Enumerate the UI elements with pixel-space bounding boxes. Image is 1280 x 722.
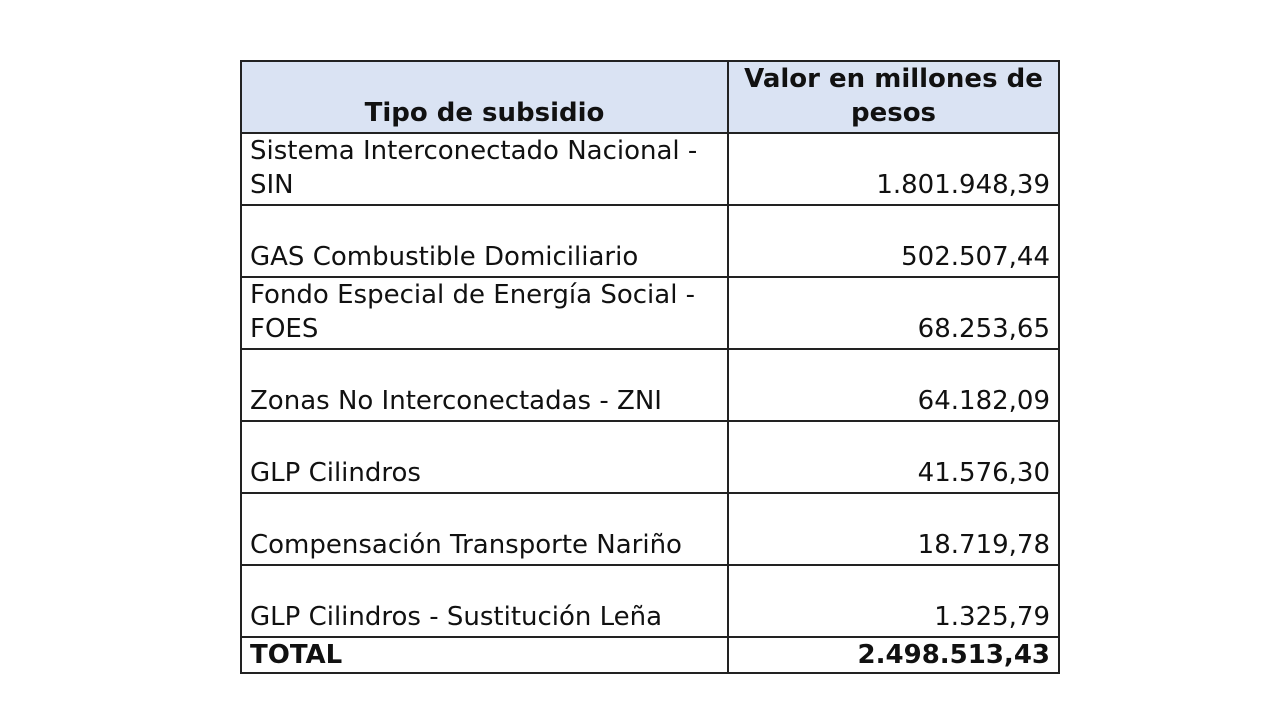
subsidy-name: GLP Cilindros - Sustitución Leña xyxy=(240,564,729,638)
table-row: GLP Cilindros 41.576,30 xyxy=(240,420,1060,494)
subsidy-name: GLP Cilindros xyxy=(240,420,729,494)
subsidy-value: 1.801.948,39 xyxy=(727,132,1060,206)
subsidy-value: 68.253,65 xyxy=(727,276,1060,350)
subsidy-value: 1.325,79 xyxy=(727,564,1060,638)
table-row: Fondo Especial de Energía Social - FOES 6… xyxy=(240,276,1060,350)
header-row: Tipo de subsidio Valor en millones de pe… xyxy=(240,60,1060,134)
subsidy-value: 502.507,44 xyxy=(727,204,1060,278)
header-value: Valor en millones de pesos xyxy=(727,60,1060,134)
subsidy-name: Fondo Especial de Energía Social - FOES xyxy=(240,276,729,350)
table-row: Sistema Interconectado Nacional - SIN 1.8… xyxy=(240,132,1060,206)
table-row: GLP Cilindros - Sustitución Leña 1.325,79 xyxy=(240,564,1060,638)
subsidy-value: 64.182,09 xyxy=(727,348,1060,422)
subsidy-name: GAS Combustible Domiciliario xyxy=(240,204,729,278)
subsidy-name: Zonas No Interconectadas - ZNI xyxy=(240,348,729,422)
total-value: 2.498.513,43 xyxy=(727,636,1060,674)
subsidy-value: 18.719,78 xyxy=(727,492,1060,566)
table-row: GAS Combustible Domiciliario 502.507,44 xyxy=(240,204,1060,278)
subsidy-value: 41.576,30 xyxy=(727,420,1060,494)
total-row: TOTAL 2.498.513,43 xyxy=(240,636,1060,674)
table-row: Compensación Transporte Nariño 18.719,78 xyxy=(240,492,1060,566)
header-subsidy-type: Tipo de subsidio xyxy=(240,60,729,134)
subsidy-name: Compensación Transporte Nariño xyxy=(240,492,729,566)
subsidy-table: Tipo de subsidio Valor en millones de pe… xyxy=(240,60,1060,674)
total-label: TOTAL xyxy=(240,636,729,674)
table-row: Zonas No Interconectadas - ZNI 64.182,09 xyxy=(240,348,1060,422)
subsidy-name: Sistema Interconectado Nacional - SIN xyxy=(240,132,729,206)
